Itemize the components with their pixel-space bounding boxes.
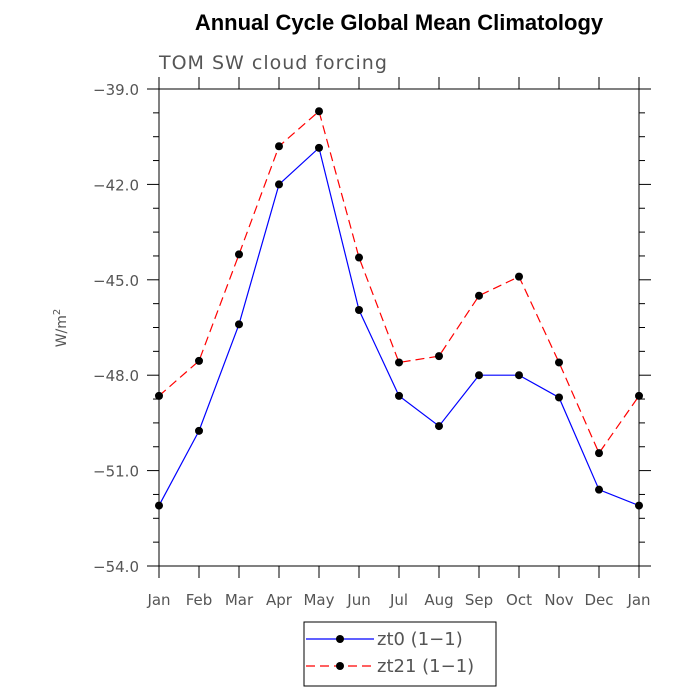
series-1-point <box>395 358 403 367</box>
series-0-point <box>635 501 643 510</box>
y-tick-label: −54.0 <box>93 558 139 576</box>
x-tick-label: Jan <box>626 591 650 609</box>
x-tick-label: Feb <box>186 591 213 609</box>
legend-label-zt21: zt21 (1−1) <box>377 656 474 677</box>
x-tick-label: Jun <box>346 591 370 609</box>
x-tick-label: Dec <box>584 591 613 609</box>
y-axis-label-unit: W/m <box>54 315 70 347</box>
x-tick-label: Apr <box>266 591 293 609</box>
series-1-point <box>435 352 443 361</box>
x-tick-label: Jan <box>146 591 170 609</box>
legend-marker-zt0 <box>336 635 344 643</box>
series-0-point <box>435 422 443 431</box>
series-1-point <box>315 107 323 116</box>
chart-subtitle: TOM SW cloud forcing <box>158 52 388 74</box>
y-tick-label: −42.0 <box>93 176 139 194</box>
series-0-point <box>555 393 563 402</box>
legend-label-zt0: zt0 (1−1) <box>377 629 463 650</box>
series-layer <box>155 107 643 510</box>
legend: zt0 (1−1) zt21 (1−1) <box>303 621 497 687</box>
series-0-point <box>515 371 523 380</box>
series-0-point <box>155 501 163 510</box>
series-1-point <box>515 272 523 281</box>
series-1-point <box>635 391 643 400</box>
series-1-point <box>595 449 603 458</box>
series-0-point <box>475 371 483 380</box>
plot-frame <box>158 88 640 567</box>
y-axis-label-exponent: 2 <box>52 309 63 315</box>
x-tick-label: Mar <box>225 591 254 609</box>
series-line-1 <box>158 110 640 455</box>
series-0-point <box>235 320 243 329</box>
series-1-point <box>275 142 283 151</box>
y-tick-label: −51.0 <box>93 463 139 481</box>
series-0-point <box>395 391 403 400</box>
x-tick-label: Jul <box>389 591 408 609</box>
y-tick-label: −48.0 <box>93 367 139 385</box>
legend-box <box>303 621 497 687</box>
series-0-point <box>595 485 603 494</box>
series-1-point <box>555 358 563 367</box>
x-tick-label: Sep <box>465 591 493 609</box>
series-1-point <box>235 250 243 259</box>
series-line-0 <box>158 146 640 507</box>
series-1-point <box>355 253 363 262</box>
legend-marker-zt21 <box>336 662 344 670</box>
chart-title: Annual Cycle Global Mean Climatology <box>195 10 604 35</box>
series-0-point <box>195 426 203 435</box>
series-1-point <box>155 391 163 400</box>
x-tick-label: Nov <box>544 591 573 609</box>
x-axis-ticks: Jan Feb Mar Apr May Jun Jul Aug Sep Oct Nov Dec Jan <box>146 77 651 609</box>
x-tick-label: Oct <box>506 591 532 609</box>
x-tick-label: Aug <box>424 591 453 609</box>
y-axis-label: W/m2 <box>52 309 70 348</box>
series-0-point <box>315 143 323 152</box>
x-tick-label: May <box>303 591 334 609</box>
series-1-point <box>475 291 483 300</box>
y-tick-label: −39.0 <box>93 81 139 99</box>
series-0-point <box>355 306 363 315</box>
y-axis-ticks: −54.0 −51.0 −48.0 −45.0 −42.0 −39.0 <box>93 81 651 576</box>
series-0-point <box>275 180 283 189</box>
series-1-point <box>195 356 203 365</box>
y-tick-label: −45.0 <box>93 272 139 290</box>
